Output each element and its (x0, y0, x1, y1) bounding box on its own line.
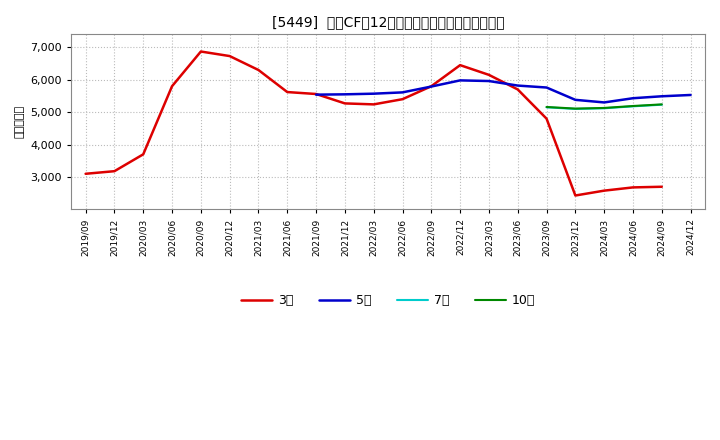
5年 (600, 100, 608, 105)
5年 (513, 83, 522, 88)
3年 (254, 67, 263, 73)
5年 (542, 85, 551, 90)
5年 (369, 91, 378, 96)
Line: 7年: 7年 (546, 105, 662, 109)
10年 (600, 105, 608, 110)
7年 (571, 106, 580, 112)
3年 (427, 84, 436, 89)
Title: [5449]  営業CFだ12か月移動合計の標準偏差の推移: [5449] 営業CFだ12か月移動合計の標準偏差の推移 (271, 15, 505, 29)
3年 (657, 184, 666, 189)
3年 (369, 102, 378, 107)
3年 (485, 72, 493, 77)
Line: 3年: 3年 (86, 51, 662, 195)
3年 (398, 96, 407, 102)
5年 (312, 92, 320, 97)
5年 (398, 90, 407, 95)
5年 (427, 84, 436, 89)
3年 (456, 62, 464, 68)
5年 (485, 78, 493, 84)
5年 (686, 92, 695, 98)
3年 (600, 188, 608, 193)
5年 (456, 78, 464, 83)
7年 (600, 106, 608, 111)
5年 (657, 94, 666, 99)
Legend: 3年, 5年, 7年, 10年: 3年, 5年, 7年, 10年 (235, 289, 541, 312)
Y-axis label: （百万円）: （百万円） (15, 105, 25, 139)
10年 (542, 104, 551, 110)
5年 (571, 97, 580, 103)
10年 (657, 102, 666, 107)
3年 (81, 171, 90, 176)
10年 (629, 103, 637, 109)
3年 (513, 87, 522, 92)
3年 (197, 49, 205, 54)
7年 (629, 104, 637, 109)
5年 (341, 92, 349, 97)
7年 (542, 105, 551, 110)
3年 (168, 84, 176, 89)
3年 (629, 185, 637, 190)
3年 (312, 92, 320, 97)
3年 (571, 193, 580, 198)
3年 (139, 152, 148, 157)
Line: 10年: 10年 (546, 104, 662, 109)
3年 (225, 53, 234, 59)
3年 (283, 89, 292, 95)
Line: 5年: 5年 (316, 81, 690, 103)
5年 (629, 95, 637, 101)
3年 (110, 169, 119, 174)
10年 (571, 106, 580, 111)
3年 (542, 116, 551, 121)
3年 (341, 101, 349, 106)
7年 (657, 102, 666, 107)
